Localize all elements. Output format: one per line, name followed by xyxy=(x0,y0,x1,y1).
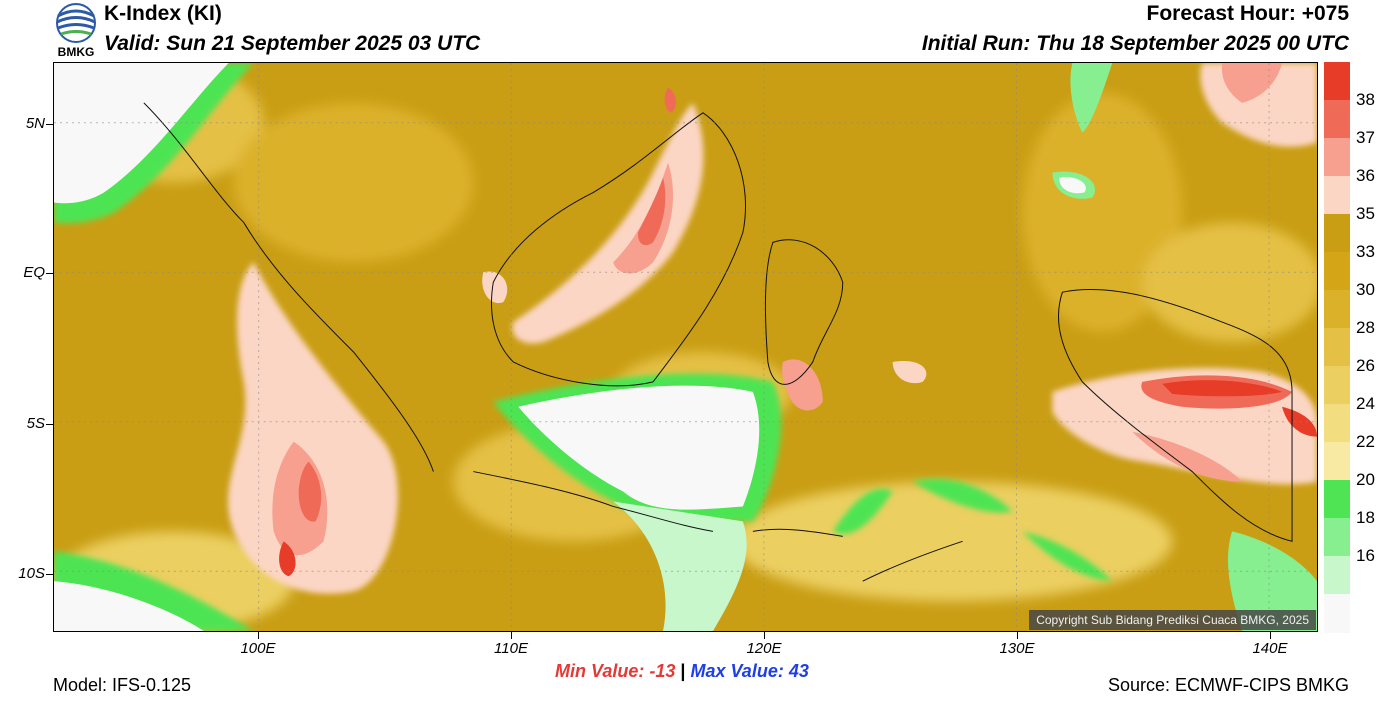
map-title: K-Index (KI) xyxy=(104,2,222,25)
colorbar-segment xyxy=(1324,252,1350,291)
lat-tick xyxy=(46,574,53,575)
min-value-label: Min Value: xyxy=(555,661,645,681)
lon-tick xyxy=(764,632,765,639)
logo-text: BMKG xyxy=(57,45,95,59)
lon-label: 130E xyxy=(999,640,1035,657)
colorbar-label: 33 xyxy=(1356,242,1375,261)
lon-label: 140E xyxy=(1252,640,1288,657)
separator: | xyxy=(680,661,686,681)
lon-tick xyxy=(1270,632,1271,639)
lon-tick xyxy=(511,632,512,639)
lat-label: 10S xyxy=(18,565,45,582)
colorbar-segment xyxy=(1324,214,1350,253)
colorbar-label: 20 xyxy=(1356,470,1375,489)
colorbar-segment xyxy=(1324,100,1350,139)
source-label: Source: ECMWF-CIPS BMKG xyxy=(1107,675,1349,695)
k-index-map: Copyright Sub Bidang Prediksi Cuaca BMKG… xyxy=(53,62,1318,632)
valid-time: Valid: Sun 21 September 2025 03 UTC xyxy=(104,32,481,55)
lat-tick xyxy=(46,424,53,425)
colorbar-segment xyxy=(1324,138,1350,177)
lon-tick xyxy=(258,632,259,639)
min-value: -13 xyxy=(649,661,676,681)
colorbar-label: 38 xyxy=(1356,90,1375,109)
colorbar-label: 18 xyxy=(1356,508,1375,527)
graticule xyxy=(54,63,1317,631)
colorbar-segment xyxy=(1324,62,1350,101)
max-value: 43 xyxy=(788,661,809,681)
lon-label: 110E xyxy=(494,640,528,657)
min-max-line: Min Value: -13 | Max Value: 43 xyxy=(555,661,809,682)
colorbar-segment xyxy=(1324,556,1350,595)
colorbar-segment xyxy=(1324,518,1350,557)
colorbar-label: 16 xyxy=(1356,546,1375,565)
lat-label: 5S xyxy=(26,415,45,432)
colorbar-label: 24 xyxy=(1356,394,1375,413)
colorbar-segment xyxy=(1324,442,1350,481)
model-label: Model: IFS-0.125 xyxy=(53,675,192,695)
bmkg-logo: BMKG xyxy=(52,1,100,61)
max-value-label: Max Value: xyxy=(690,661,784,681)
colorbar-label: 37 xyxy=(1356,128,1375,147)
low-zones xyxy=(54,63,1317,631)
colorbar-segment xyxy=(1324,404,1350,443)
colorbar-segment xyxy=(1324,480,1350,519)
copyright-notice: Copyright Sub Bidang Prediksi Cuaca BMKG… xyxy=(1029,610,1316,630)
lon-tick xyxy=(1017,632,1018,639)
lat-tick xyxy=(46,273,53,274)
colorbar-segment xyxy=(1324,594,1350,633)
lat-label: 5N xyxy=(25,115,45,132)
coastlines xyxy=(143,102,1293,582)
k-index-field xyxy=(54,63,1317,631)
colorbar xyxy=(1324,62,1350,633)
colorbar-segment xyxy=(1324,328,1350,367)
initial-run: Initial Run: Thu 18 September 2025 00 UT… xyxy=(921,32,1349,55)
colorbar-label: 22 xyxy=(1356,432,1375,451)
lat-label: EQ xyxy=(23,264,45,281)
colorbar-label: 35 xyxy=(1356,204,1375,223)
colorbar-segment xyxy=(1324,366,1350,405)
colorbar-label: 30 xyxy=(1356,280,1375,299)
lat-tick xyxy=(46,124,53,125)
colorbar-label: 36 xyxy=(1356,166,1375,185)
lon-label: 120E xyxy=(746,640,782,657)
colorbar-label: 28 xyxy=(1356,318,1375,337)
lon-label: 100E xyxy=(240,640,276,657)
colorbar-label: 26 xyxy=(1356,356,1375,375)
colorbar-segment xyxy=(1324,176,1350,215)
forecast-hour: Forecast Hour: +075 xyxy=(1146,2,1350,25)
colorbar-segment xyxy=(1324,290,1350,329)
